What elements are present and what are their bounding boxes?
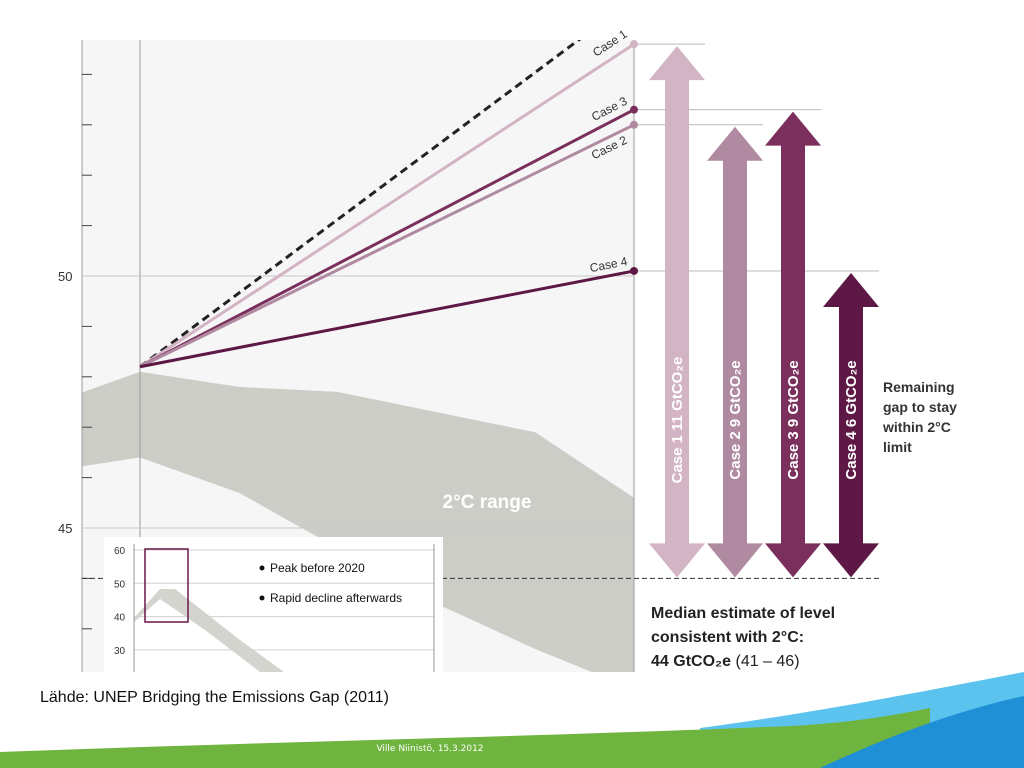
range-band xyxy=(82,371,634,672)
inset-chart: 60 50 40 30 Peak before 2020 Rapid decline af… xyxy=(104,537,443,677)
inset-tick-label: 40 xyxy=(114,613,126,624)
y-tick-label: 45 xyxy=(58,521,72,536)
inset-range-band xyxy=(134,589,284,672)
series-end-marker xyxy=(630,266,638,275)
range-band-layer xyxy=(82,371,634,672)
gap-arrow-label: Case 2 9 GtCO₂e xyxy=(727,360,744,479)
footer-credit: Ville Niinistö, 15.3.2012 xyxy=(376,744,484,754)
footer-wave xyxy=(0,672,1024,768)
median-line-3: 44 GtCO₂e xyxy=(651,653,731,670)
gap-arrow xyxy=(649,46,705,578)
inset-highlight-box xyxy=(144,548,189,623)
gap-arrow xyxy=(765,111,821,578)
gap-arrow xyxy=(707,126,763,578)
y-tick-label: 50 xyxy=(58,269,72,284)
footer-green-wave xyxy=(0,708,930,768)
gap-arrow-label: Case 4 6 GtCO₂e xyxy=(843,360,860,479)
inset-background xyxy=(104,537,443,677)
series-end-marker xyxy=(630,105,638,114)
inset-bullet-text: Peak before 2020 xyxy=(270,561,365,575)
inset-bullet-dot xyxy=(259,595,265,601)
source-citation: Lähde: UNEP Bridging the Emissions Gap (… xyxy=(40,689,389,706)
median-estimate-label: Median estimate of level consistent with… xyxy=(651,605,840,670)
inset-tick-label: 50 xyxy=(114,579,126,590)
footer-blue-wave xyxy=(820,696,1024,768)
gap-arrow xyxy=(823,272,879,578)
gap-arrow-label: Case 1 11 GtCO₂e xyxy=(669,357,686,484)
series-line xyxy=(139,123,634,369)
range-label: 2°C range xyxy=(443,492,532,513)
inset-bullet-text: Rapid decline afterwards xyxy=(270,591,402,605)
series-line xyxy=(139,269,634,369)
series-line xyxy=(139,108,634,369)
series-end-marker xyxy=(630,40,638,49)
inset-tick-label: 30 xyxy=(114,646,126,657)
baseline-line xyxy=(139,40,582,368)
inset-tick-label: 60 xyxy=(114,546,126,557)
gap-arrow-layer: Case 1 11 GtCO₂e Case 2 9 GtCO₂e Case 3 9 … xyxy=(649,46,879,578)
series-end-marker xyxy=(630,120,638,129)
series-layer xyxy=(139,40,634,369)
series-line xyxy=(139,42,634,368)
remaining-gap-line-3: within 2°C xyxy=(882,419,951,435)
remaining-gap-line-2: gap to stay xyxy=(883,399,957,415)
remaining-gap-line-4: limit xyxy=(883,439,912,455)
median-line-1: Median estimate of level xyxy=(651,605,835,622)
gap-arrow-label: Case 3 9 GtCO₂e xyxy=(785,360,802,479)
inset-bullet-dot xyxy=(259,565,265,571)
remaining-gap-line-1: Remaining xyxy=(883,379,955,395)
median-range: (41 – 46) xyxy=(735,653,799,670)
median-line-2: consistent with 2°C: xyxy=(651,629,804,646)
remaining-gap-label: Remaining gap to stay within 2°C limit xyxy=(882,379,961,455)
